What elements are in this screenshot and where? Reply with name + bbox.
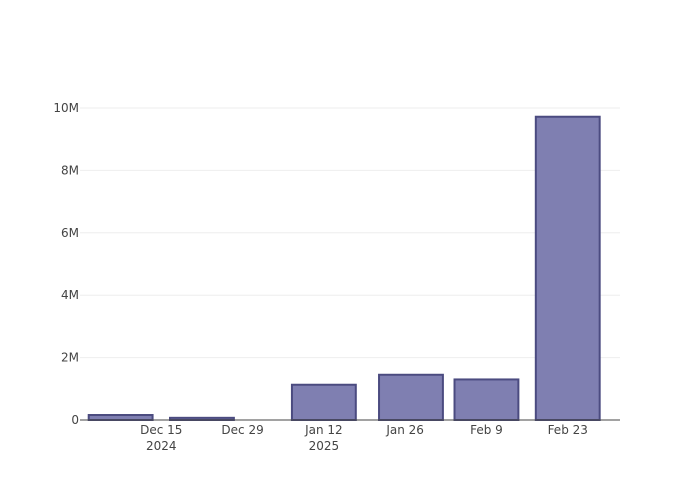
bar (87, 414, 154, 421)
y-tick-label: 6M (61, 226, 79, 240)
y-tick-label: 2M (61, 351, 79, 365)
x-tick-label: Dec 15 (140, 423, 182, 437)
y-tick-label: 0 (71, 413, 79, 427)
x-tick-label: Feb 9 (470, 423, 503, 437)
x-tick-label: Feb 23 (548, 423, 588, 437)
bar (378, 373, 444, 422)
y-tick-label: 10M (53, 101, 79, 115)
x-tick-year-label: 2025 (309, 439, 340, 453)
bars (87, 115, 601, 422)
bar (534, 115, 601, 422)
y-axis-ticks: 0 2M 4M 6M 8M 10M (53, 101, 79, 427)
x-tick-label: Jan 12 (304, 423, 343, 437)
bar (290, 383, 357, 421)
x-tick-label: Jan 26 (385, 423, 424, 437)
bar (453, 378, 520, 422)
gridlines (80, 107, 620, 359)
y-tick-label: 8M (61, 163, 79, 177)
x-tick-year-label: 2024 (146, 439, 177, 453)
x-tick-label: Dec 29 (221, 423, 263, 437)
x-axis-ticks: Dec 15 2024 Dec 29 Jan 12 2025 Jan 26 Feb 9 Feb… (140, 423, 588, 453)
y-tick-label: 4M (61, 288, 79, 302)
